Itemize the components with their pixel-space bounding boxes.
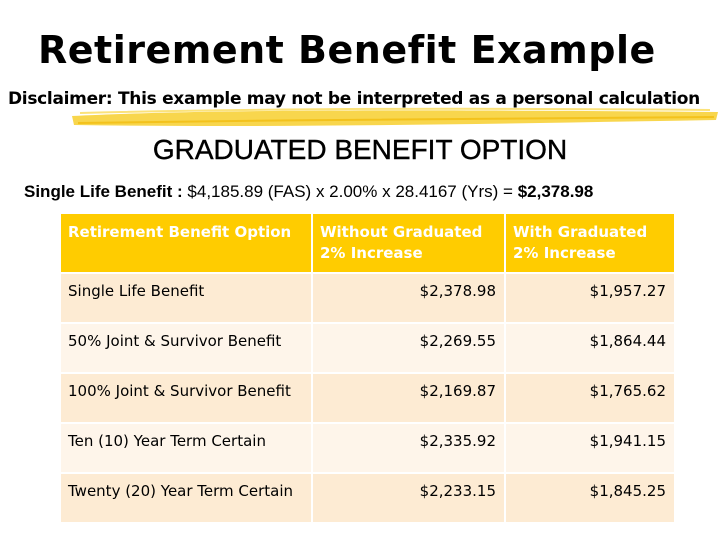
cell-option: 50% Joint & Survivor Benefit: [61, 323, 313, 374]
formula-label: Single Life Benefit :: [24, 182, 183, 201]
cell-with: $1,765.62: [505, 373, 676, 424]
formula-expression: $4,185.89 (FAS) x 2.00% x 28.4167 (Yrs) …: [187, 182, 513, 201]
header-without-graduated: Without Graduated 2% Increase: [312, 214, 506, 274]
cell-with: $1,957.27: [505, 273, 676, 324]
benefit-table: Retirement Benefit Option Without Gradua…: [61, 214, 676, 524]
cell-without: $2,269.55: [312, 323, 506, 374]
cell-option: Ten (10) Year Term Certain: [61, 423, 313, 474]
cell-without: $2,169.87: [312, 373, 506, 424]
table-row: Single Life Benefit $2,378.98 $1,957.27: [61, 273, 676, 324]
cell-without: $2,233.15: [312, 473, 506, 524]
header-with-graduated: With Graduated 2% Increase: [505, 214, 676, 274]
cell-with: $1,845.25: [505, 473, 676, 524]
cell-without: $2,335.92: [312, 423, 506, 474]
slide-title: Retirement Benefit Example: [38, 28, 656, 72]
table-header-row: Retirement Benefit Option Without Gradua…: [61, 214, 676, 274]
table-row: Twenty (20) Year Term Certain $2,233.15 …: [61, 473, 676, 524]
table-row: 50% Joint & Survivor Benefit $2,269.55 $…: [61, 323, 676, 374]
table-row: Ten (10) Year Term Certain $2,335.92 $1,…: [61, 423, 676, 474]
formula-result: $2,378.98: [517, 182, 594, 201]
cell-with: $1,941.15: [505, 423, 676, 474]
benefit-formula: Single Life Benefit : $4,185.89 (FAS) x …: [24, 182, 593, 202]
cell-option: Single Life Benefit: [61, 273, 313, 324]
cell-with: $1,864.44: [505, 323, 676, 374]
yellow-highlighter-stroke: [72, 107, 718, 127]
cell-option: 100% Joint & Survivor Benefit: [61, 373, 313, 424]
section-subtitle: GRADUATED BENEFIT OPTION: [152, 134, 568, 165]
cell-without: $2,378.98: [312, 273, 506, 324]
disclaimer-text: Disclaimer: This example may not be inte…: [8, 89, 700, 109]
table-row: 100% Joint & Survivor Benefit $2,169.87 …: [61, 373, 676, 424]
header-option: Retirement Benefit Option: [61, 214, 313, 274]
cell-option: Twenty (20) Year Term Certain: [61, 473, 313, 524]
